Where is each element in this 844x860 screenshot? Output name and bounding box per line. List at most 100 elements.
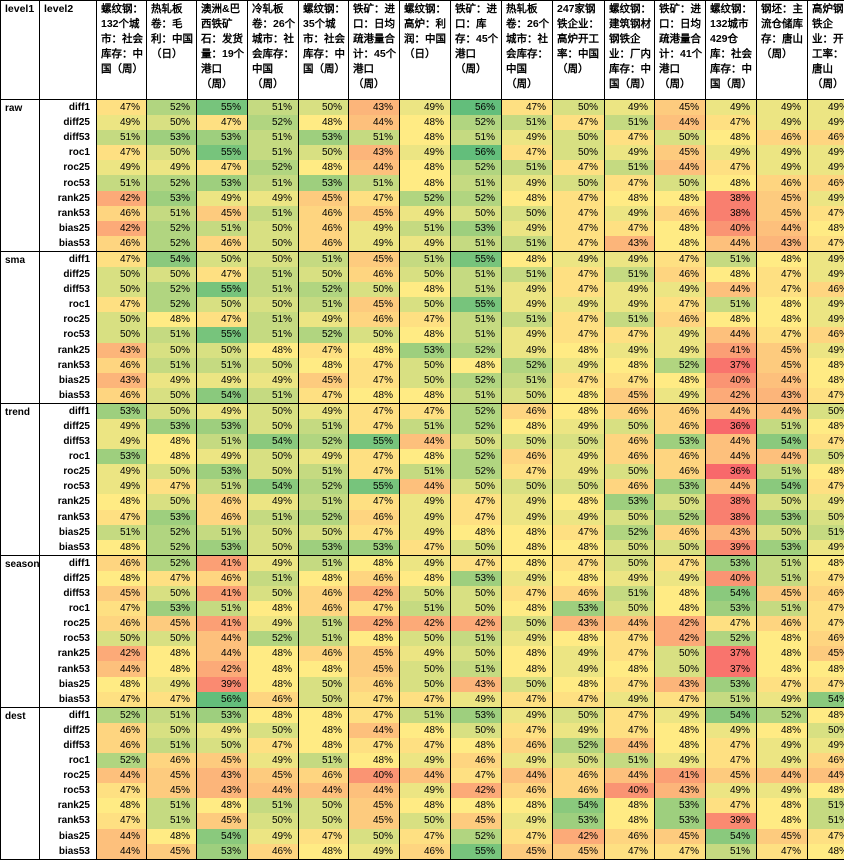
value-cell: 49% — [502, 175, 553, 190]
value-cell: 51% — [400, 464, 451, 479]
value-cell: 50% — [197, 343, 248, 358]
value-cell: 46% — [299, 221, 349, 236]
value-cell: 49% — [502, 813, 553, 828]
value-cell: 45% — [553, 844, 605, 860]
value-cell: 50% — [248, 358, 299, 373]
value-cell: 49% — [655, 282, 706, 297]
row-label: roc53 — [40, 631, 97, 646]
row-label: roc53 — [40, 479, 97, 494]
value-cell: 49% — [97, 479, 147, 494]
value-cell: 43% — [605, 236, 655, 252]
value-cell: 47% — [808, 388, 844, 404]
value-cell: 49% — [757, 692, 808, 708]
group-label: sma — [1, 251, 40, 403]
value-cell: 50% — [197, 297, 248, 312]
value-cell: 51% — [757, 555, 808, 571]
value-cell: 47% — [553, 160, 605, 175]
value-cell: 49% — [349, 221, 400, 236]
value-cell: 48% — [248, 677, 299, 692]
value-cell: 48% — [349, 753, 400, 768]
value-cell: 48% — [400, 449, 451, 464]
row-label: diff53 — [40, 282, 97, 297]
value-cell: 50% — [147, 464, 197, 479]
value-cell: 46% — [349, 677, 400, 692]
value-cell: 48% — [808, 464, 844, 479]
value-cell: 49% — [502, 571, 553, 586]
value-cell: 49% — [553, 646, 605, 661]
value-cell: 49% — [400, 145, 451, 160]
row-label: diff1 — [40, 555, 97, 571]
value-cell: 42% — [97, 646, 147, 661]
value-cell: 51% — [197, 434, 248, 449]
value-cell: 49% — [502, 494, 553, 509]
row-label: bias25 — [40, 373, 97, 388]
value-cell: 41% — [655, 768, 706, 783]
value-cell: 51% — [451, 661, 502, 676]
value-cell: 49% — [655, 707, 706, 723]
value-cell: 51% — [248, 145, 299, 160]
value-cell: 52% — [147, 555, 197, 571]
value-cell: 51% — [808, 525, 844, 540]
value-cell: 50% — [147, 145, 197, 160]
value-cell: 47% — [655, 297, 706, 312]
value-cell: 49% — [147, 677, 197, 692]
value-cell: 49% — [706, 100, 757, 116]
value-cell: 47% — [349, 494, 400, 509]
row-label: roc25 — [40, 768, 97, 783]
value-cell: 52% — [147, 221, 197, 236]
value-cell: 38% — [706, 191, 757, 206]
value-cell: 45% — [349, 297, 400, 312]
value-cell: 50% — [97, 327, 147, 342]
value-cell: 51% — [400, 251, 451, 267]
value-cell: 46% — [349, 510, 400, 525]
value-cell: 49% — [502, 130, 553, 145]
value-cell: 49% — [400, 753, 451, 768]
value-cell: 45% — [605, 388, 655, 404]
value-cell: 53% — [147, 419, 197, 434]
value-cell: 47% — [808, 571, 844, 586]
row-label: rank25 — [40, 646, 97, 661]
value-cell: 49% — [655, 753, 706, 768]
value-cell: 44% — [605, 768, 655, 783]
value-cell: 43% — [349, 100, 400, 116]
value-cell: 49% — [349, 236, 400, 252]
value-cell: 49% — [248, 753, 299, 768]
value-cell: 46% — [808, 282, 844, 297]
row-label: bias53 — [40, 388, 97, 404]
value-cell: 44% — [757, 403, 808, 419]
value-cell: 48% — [757, 251, 808, 267]
value-cell: 51% — [757, 419, 808, 434]
row-label: rank53 — [40, 510, 97, 525]
value-cell: 48% — [97, 494, 147, 509]
value-cell: 51% — [502, 160, 553, 175]
value-cell: 51% — [97, 175, 147, 190]
value-cell: 46% — [451, 753, 502, 768]
value-cell: 47% — [553, 373, 605, 388]
value-cell: 47% — [553, 282, 605, 297]
value-cell: 40% — [706, 221, 757, 236]
value-cell: 52% — [147, 175, 197, 190]
value-cell: 44% — [299, 783, 349, 798]
value-cell: 46% — [349, 571, 400, 586]
value-cell: 49% — [299, 403, 349, 419]
value-cell: 44% — [97, 844, 147, 860]
value-cell: 48% — [349, 631, 400, 646]
value-cell: 55% — [197, 145, 248, 160]
value-cell: 37% — [706, 646, 757, 661]
value-cell: 45% — [502, 844, 553, 860]
value-cell: 51% — [400, 221, 451, 236]
value-cell: 50% — [553, 130, 605, 145]
value-cell: 49% — [502, 753, 553, 768]
value-cell: 48% — [757, 723, 808, 738]
value-cell: 49% — [605, 282, 655, 297]
value-cell: 43% — [97, 343, 147, 358]
value-cell: 46% — [808, 175, 844, 190]
value-cell: 53% — [349, 540, 400, 556]
